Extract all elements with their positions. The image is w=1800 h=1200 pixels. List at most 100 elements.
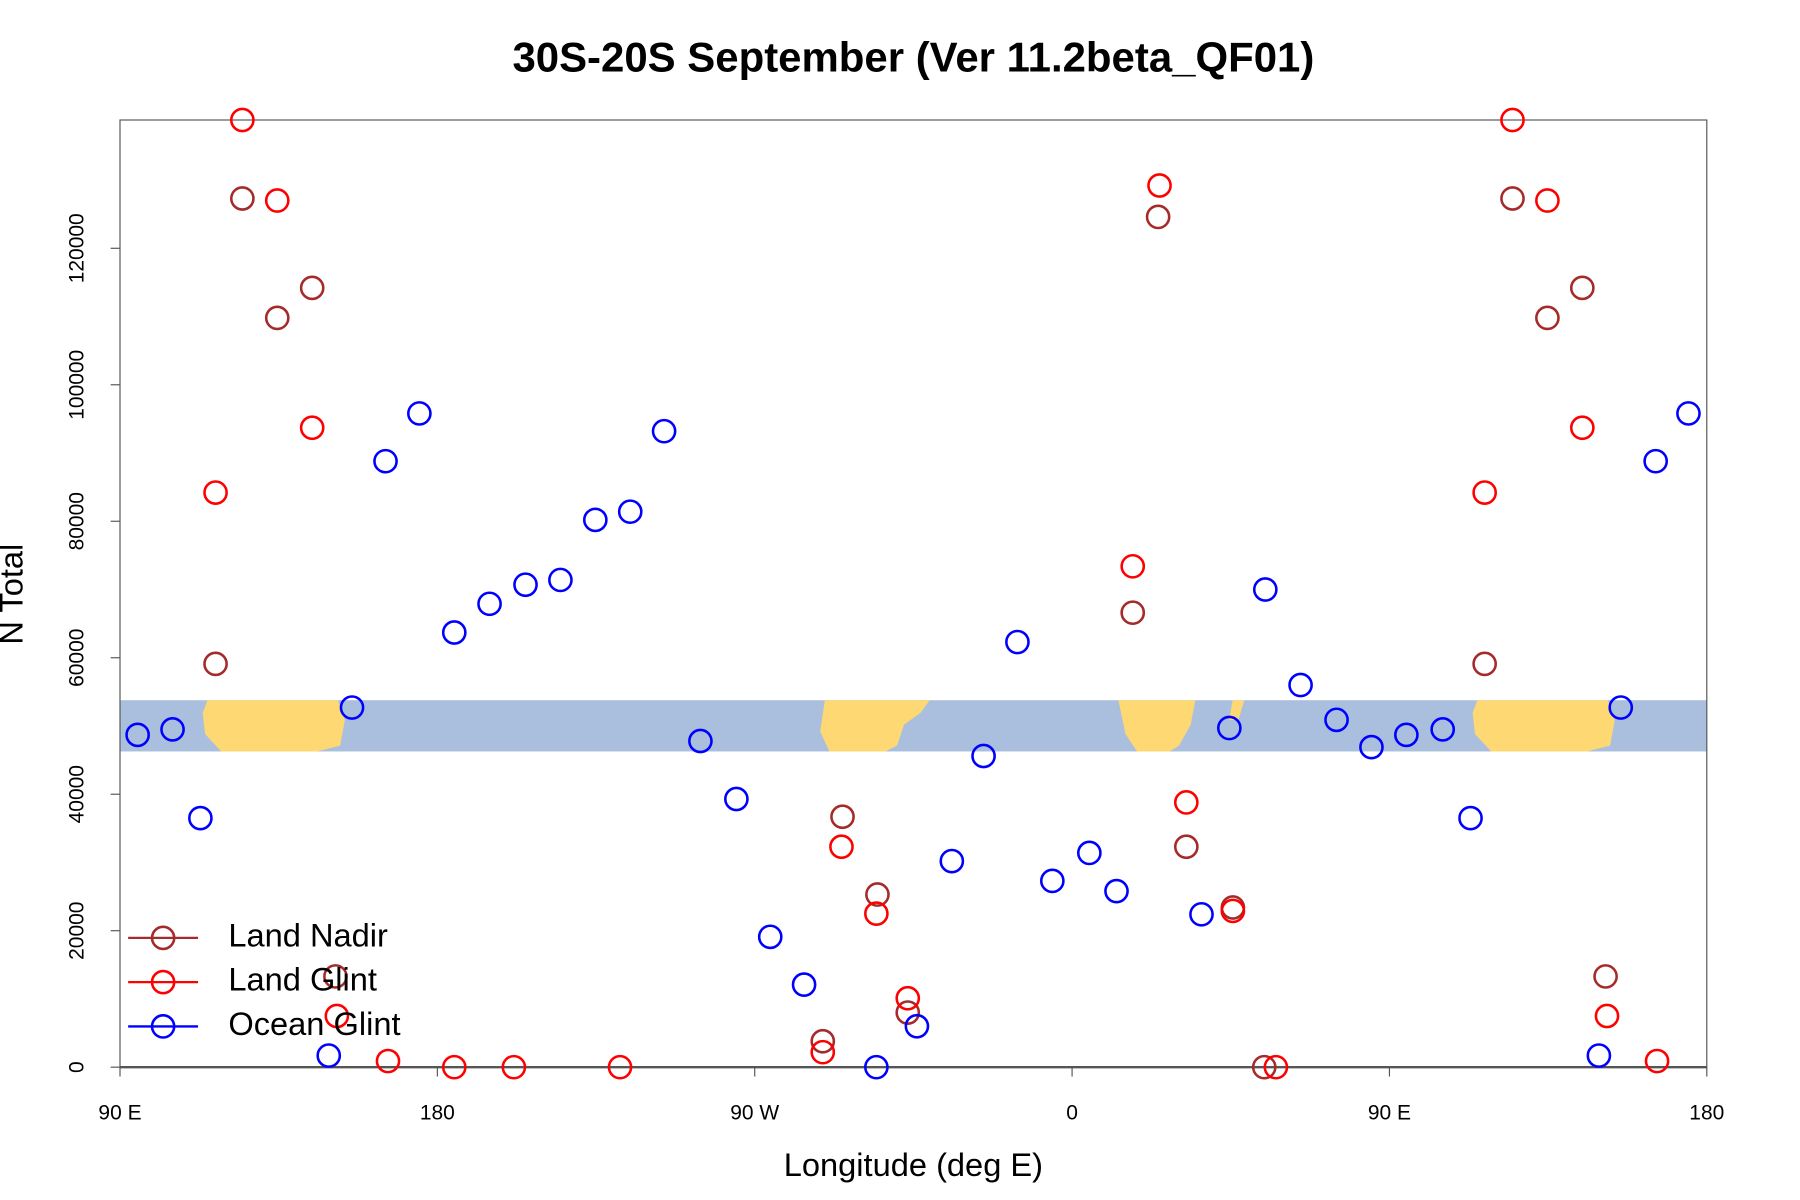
legend-marker [150, 1014, 176, 1039]
series [125, 401, 1701, 1080]
y-tick-label: 100000 [66, 350, 89, 420]
point [1472, 480, 1497, 505]
point [160, 717, 185, 742]
point [617, 499, 643, 525]
point [1324, 707, 1349, 733]
point [375, 1048, 401, 1074]
point [1569, 415, 1595, 441]
point [441, 620, 467, 645]
point [1220, 898, 1246, 924]
point [1643, 448, 1669, 474]
point [1394, 722, 1419, 748]
point [299, 275, 325, 301]
point [1594, 1003, 1620, 1029]
point [407, 401, 432, 426]
y-tick-label: 20000 [66, 902, 89, 960]
point [1216, 715, 1242, 741]
point [513, 572, 538, 598]
point [895, 985, 921, 1011]
point [1644, 1048, 1670, 1074]
point [203, 651, 228, 677]
point [230, 186, 255, 211]
point [1120, 600, 1146, 626]
x-tick-label: 90 W [730, 1101, 779, 1124]
point [1586, 1043, 1612, 1068]
series [203, 186, 1618, 1080]
point [1039, 868, 1065, 894]
point [1593, 964, 1618, 989]
point [791, 972, 817, 997]
legend-label: Land Glint [228, 961, 377, 998]
x-tick-label: 180 [420, 1101, 455, 1124]
point [895, 1000, 921, 1025]
point [1500, 107, 1525, 133]
point [1251, 1054, 1277, 1080]
point [864, 901, 889, 926]
point [1359, 734, 1384, 760]
point [264, 305, 290, 331]
point [1252, 577, 1278, 602]
point [1263, 1054, 1289, 1080]
point [724, 786, 749, 812]
point [373, 448, 398, 474]
point [1535, 305, 1560, 331]
point [1676, 401, 1701, 426]
point [299, 415, 325, 441]
y-tick-label: 80000 [66, 492, 89, 550]
point [864, 1054, 889, 1080]
x-tick-label: 90 E [1368, 1101, 1411, 1124]
point [548, 567, 573, 593]
map-strip [120, 700, 1707, 752]
point [939, 848, 965, 874]
point [1288, 672, 1313, 698]
point [651, 418, 677, 444]
point [904, 1013, 930, 1039]
point [477, 591, 502, 617]
point [339, 695, 365, 720]
chart-title: 30S-20S September (Ver 11.2beta_QF01) [512, 34, 1314, 81]
point [323, 964, 348, 989]
x-tick-label: 0 [1066, 1101, 1078, 1124]
x-axis-label: Longitude (deg E) [784, 1146, 1043, 1183]
point [441, 1054, 467, 1080]
point [1189, 901, 1214, 927]
point [188, 805, 213, 831]
point [1173, 834, 1199, 860]
point [1535, 188, 1560, 213]
legend-marker [150, 969, 176, 995]
point [865, 882, 890, 907]
series [203, 107, 1670, 1080]
point [810, 1028, 836, 1054]
x-tick-label: 90 E [98, 1101, 141, 1124]
point [829, 834, 854, 860]
y-tick-label: 60000 [66, 629, 89, 687]
point [1458, 805, 1483, 831]
point [125, 722, 150, 748]
point [1005, 629, 1030, 655]
point [230, 107, 255, 133]
point [324, 1003, 350, 1029]
point [1472, 651, 1497, 677]
x-tick-label: 180 [1689, 1101, 1724, 1124]
point [1608, 695, 1634, 720]
point [971, 743, 996, 769]
point [582, 507, 608, 533]
y-tick-label: 0 [66, 1061, 89, 1073]
point [1077, 840, 1102, 866]
legend-label: Ocean Glint [228, 1005, 400, 1042]
point [264, 188, 290, 213]
y-axis-label: N Total [0, 544, 30, 645]
point [203, 480, 228, 505]
point [316, 1043, 342, 1068]
point [1120, 553, 1146, 579]
point [1569, 275, 1595, 301]
point [830, 804, 855, 830]
point [501, 1054, 527, 1080]
point [1145, 204, 1171, 230]
legend-marker [150, 925, 176, 951]
point [1104, 878, 1129, 904]
point [757, 924, 783, 950]
point [1147, 173, 1172, 198]
point [607, 1054, 633, 1080]
